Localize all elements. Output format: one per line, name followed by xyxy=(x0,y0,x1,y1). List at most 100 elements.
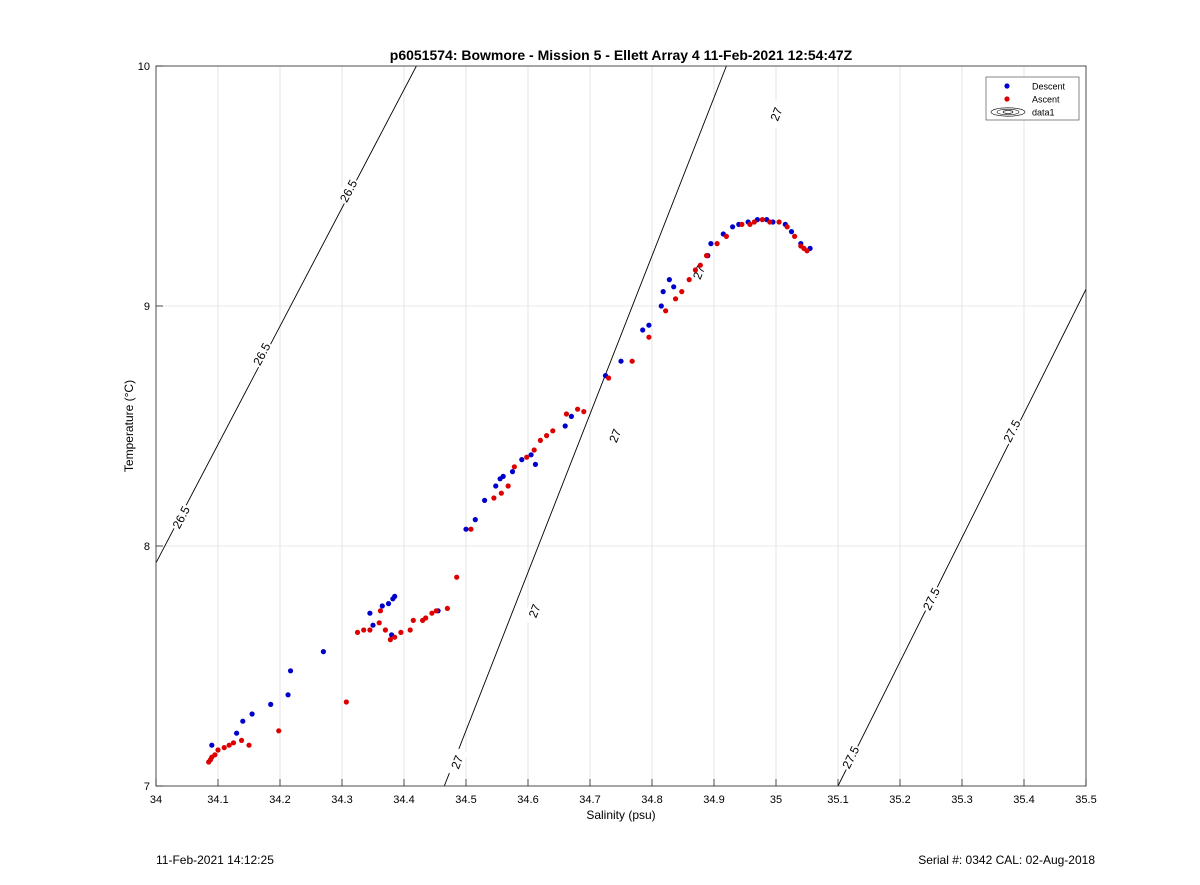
x-tick-label: 35.2 xyxy=(889,794,910,806)
ascent-point xyxy=(739,221,745,227)
data-points xyxy=(206,217,813,765)
contour-label-background xyxy=(249,339,274,369)
ascent-point xyxy=(433,608,439,614)
contour-label-background xyxy=(522,596,546,626)
density-contour-line xyxy=(837,288,1086,786)
ascent-point xyxy=(679,289,685,295)
x-tick-label: 34.6 xyxy=(517,794,538,806)
y-axis-label: Temperature (°C) xyxy=(122,380,136,472)
ascent-point xyxy=(550,428,556,434)
ascent-point xyxy=(410,617,416,624)
legend-box xyxy=(985,76,1080,121)
descent-point xyxy=(666,277,672,283)
y-tick-label: 8 xyxy=(144,541,150,553)
contour-label-background xyxy=(918,584,944,614)
y-tick-label: 9 xyxy=(144,301,150,313)
contour-label-background xyxy=(168,502,194,532)
y-tick-label: 7 xyxy=(144,781,150,793)
descent-point xyxy=(472,517,478,523)
ascent-point xyxy=(776,219,782,225)
contour-label-text: 27 xyxy=(768,105,786,123)
ascent-point xyxy=(714,241,720,247)
ascent-point xyxy=(544,433,550,439)
descent-point xyxy=(640,327,646,333)
descent-point xyxy=(671,284,677,290)
ascent-point xyxy=(246,742,252,748)
ascent-point xyxy=(491,495,497,501)
ascent-point xyxy=(629,358,635,364)
x-tick-label: 34.9 xyxy=(703,794,724,806)
x-tick-label: 35.4 xyxy=(1013,794,1034,806)
descent-point xyxy=(660,289,666,295)
legend-marker-ascent xyxy=(1004,96,1010,102)
ascent-point xyxy=(686,277,692,283)
contour-label-background xyxy=(335,176,361,206)
descent-point xyxy=(482,497,488,503)
descent-point xyxy=(646,322,652,328)
x-tick-label: 34.5 xyxy=(455,794,476,806)
descent-point xyxy=(209,742,215,748)
x-axis-label: Salinity (psu) xyxy=(586,808,655,822)
x-tick-label: 34 xyxy=(150,794,162,806)
x-tick-label: 34.2 xyxy=(269,794,290,806)
density-contour-line xyxy=(156,66,417,564)
ascent-point xyxy=(784,224,790,230)
ascent-point xyxy=(759,217,765,223)
descent-point xyxy=(788,229,795,235)
x-tick-label: 34.3 xyxy=(331,794,352,806)
descent-point xyxy=(320,649,326,655)
ascent-point xyxy=(606,375,612,381)
descent-point xyxy=(463,526,469,532)
ascent-point xyxy=(238,737,245,744)
ascent-point xyxy=(663,308,669,314)
descent-point xyxy=(658,303,664,309)
ascent-point xyxy=(531,447,537,453)
axis-ticks: 34 34.1 34.2 34.3 34.4 34.5 34.6 34.7 34.8 34.9 35… xyxy=(138,61,1097,806)
ascent-point xyxy=(454,574,460,580)
ascent-point xyxy=(212,752,218,758)
ascent-point xyxy=(767,219,773,225)
density-contours xyxy=(156,66,1086,786)
ascent-point xyxy=(524,454,530,460)
descent-point xyxy=(528,452,534,458)
ascent-point xyxy=(429,610,435,616)
density-contour-label: 27 xyxy=(522,596,546,626)
x-tick-label: 35 xyxy=(770,794,782,806)
descent-point xyxy=(285,692,291,698)
ascent-point xyxy=(468,526,474,532)
x-tick-label: 34.4 xyxy=(393,794,414,806)
ascent-point xyxy=(407,627,413,633)
descent-point xyxy=(287,668,294,674)
contour-label-background xyxy=(445,747,468,777)
ascent-point xyxy=(723,233,730,239)
descent-point xyxy=(234,730,240,736)
ascent-point xyxy=(276,728,282,734)
ascent-point xyxy=(367,627,373,633)
x-tick-label: 34.7 xyxy=(579,794,600,806)
ascent-point xyxy=(537,437,544,443)
contour-label-background xyxy=(603,420,627,451)
descent-point xyxy=(268,701,274,708)
density-contour-label: 27 xyxy=(603,420,627,451)
descent-point xyxy=(730,224,736,230)
ascent-point xyxy=(575,406,581,412)
ascent-point xyxy=(563,411,570,417)
descent-point xyxy=(379,603,385,609)
contour-label-background xyxy=(838,742,863,772)
y-tick-label: 10 xyxy=(138,61,150,73)
ascent-point xyxy=(581,409,587,415)
descent-point xyxy=(618,358,624,364)
ascent-point xyxy=(747,221,753,227)
ascent-point xyxy=(226,742,232,748)
descent-point xyxy=(509,469,516,475)
descent-point xyxy=(493,483,499,489)
ascent-point xyxy=(692,267,699,273)
footer-serial-cal: Serial #: 0342 CAL: 02-Aug-2018 xyxy=(918,853,1095,867)
ascent-point xyxy=(377,608,384,614)
legend-label-data1: data1 xyxy=(1032,108,1055,118)
ascent-point xyxy=(354,629,361,636)
contour-label-text: 27 xyxy=(448,753,466,771)
ascent-point xyxy=(361,627,367,633)
ascent-point xyxy=(646,334,652,340)
